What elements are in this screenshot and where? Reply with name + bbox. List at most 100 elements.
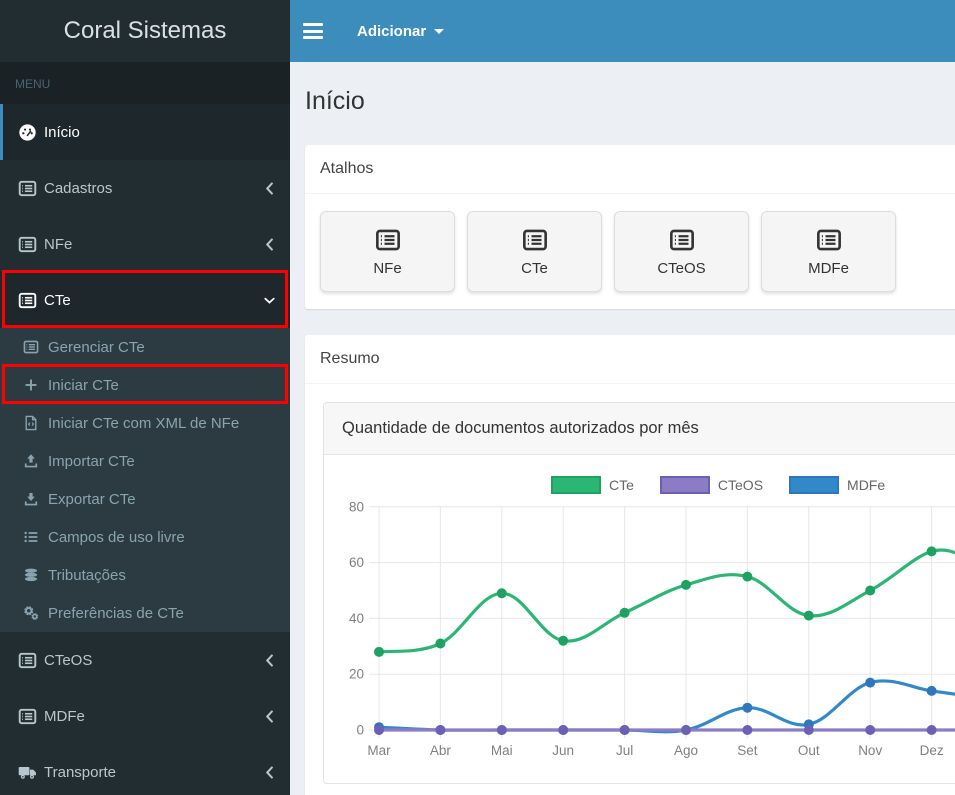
sidebar-item-iniciar-cte[interactable]: Iniciar CTe [0, 364, 290, 404]
angle-left-icon [264, 765, 275, 779]
sidebar-submenu-cte: Gerenciar CTe Iniciar CTe Iniciar CTe co… [0, 328, 290, 632]
svg-text:Jun: Jun [552, 743, 574, 758]
sidebar-menu: Início Cadastros NFe CTe Gerenci [0, 104, 290, 795]
list-alt-icon [816, 227, 842, 253]
sidebar-item-label: Cadastros [44, 179, 113, 197]
summary-panel-title: Resumo [305, 335, 955, 384]
sidebar-item-label: MDFe [44, 707, 85, 725]
sidebar-item-cadastros[interactable]: Cadastros [0, 160, 290, 216]
main-area: Adicionar Início Atalhos NFe CTe CTeOS [290, 0, 955, 795]
list-alt-icon [18, 179, 44, 198]
shortcut-button-mdfe[interactable]: MDFe [761, 211, 896, 292]
svg-text:Dez: Dez [920, 743, 944, 758]
legend-label: CTeOS [717, 477, 764, 493]
svg-text:0: 0 [356, 723, 364, 738]
list-alt-icon [18, 707, 44, 726]
sidebar-item-cteos[interactable]: CTeOS [0, 632, 290, 688]
line-series-cte [377, 548, 955, 654]
angle-left-icon [264, 653, 275, 667]
x-axis-labels: Mar Abr Mai Jun Jul Ago Set Out Nov Dez [367, 743, 943, 758]
adicionar-dropdown[interactable]: Adicionar [349, 0, 452, 62]
sidebar-item-nfe[interactable]: NFe [0, 216, 290, 272]
chart-card: Quantidade de documentos autorizados por… [323, 402, 955, 784]
list-alt-icon [18, 651, 44, 670]
shortcut-button-cteos[interactable]: CTeOS [614, 211, 749, 292]
shortcut-button-nfe[interactable]: NFe [320, 211, 455, 292]
list-ul-icon [23, 529, 48, 545]
sidebar: Coral Sistemas MENU Início Cadastros NFe… [0, 0, 290, 795]
chart-grid [369, 506, 955, 738]
list-alt-icon [669, 227, 695, 253]
sidebar-item-mdfe[interactable]: MDFe [0, 688, 290, 744]
gears-icon [23, 605, 48, 621]
legend-label: MDFe [847, 477, 886, 493]
list-alt-icon [23, 339, 48, 355]
shortcuts-panel-title: Atalhos [305, 145, 955, 194]
sidebar-item-label: NFe [44, 235, 73, 253]
sidebar-item-label: Iniciar CTe [48, 376, 119, 394]
legend-label: CTe [609, 477, 634, 493]
chart-title: Quantidade de documentos autorizados por… [324, 403, 955, 455]
sidebar-item-importar-cte[interactable]: Importar CTe [0, 442, 290, 480]
chart-legend: CTe CTeOS MDFe [551, 476, 911, 494]
sidebar-item-label: Transporte [44, 763, 116, 781]
sidebar-item-label: Campos de uso livre [48, 528, 185, 546]
legend-item-cte[interactable]: CTe [551, 476, 634, 494]
sidebar-item-transporte[interactable]: Transporte [0, 744, 290, 795]
svg-text:Out: Out [798, 743, 820, 758]
sidebar-item-iniciar-cte-com-xml-de-nfe[interactable]: Iniciar CTe com XML de NFe [0, 404, 290, 442]
shortcuts-panel: Atalhos NFe CTe CTeOS MDFe [305, 145, 955, 309]
list-alt-icon [18, 291, 44, 310]
shortcut-label: MDFe [808, 259, 849, 277]
download-icon [23, 491, 48, 507]
sidebar-item-campos-de-uso-livre[interactable]: Campos de uso livre [0, 518, 290, 556]
y-axis-labels: 0 20 40 60 80 [349, 499, 364, 737]
sidebar-item-cte[interactable]: CTe [0, 270, 290, 328]
legend-item-cteos[interactable]: CTeOS [659, 476, 764, 494]
sidebar-item-tributacoes[interactable]: Tributações [0, 556, 290, 594]
sidebar-item-label: Preferências de CTe [48, 604, 184, 622]
legend-item-mdfe[interactable]: MDFe [789, 476, 885, 494]
legend-swatch-mdfe [789, 476, 840, 494]
shortcuts-list: NFe CTe CTeOS MDFe [305, 194, 955, 309]
sidebar-menu-header: MENU [0, 62, 290, 104]
sidebar-item-label: CTeOS [44, 651, 93, 669]
sidebar-item-gerenciar-cte[interactable]: Gerenciar CTe [0, 328, 290, 366]
list-alt-icon [18, 235, 44, 254]
svg-text:Nov: Nov [858, 743, 882, 758]
database-icon [23, 567, 48, 583]
points-mdfe [374, 677, 937, 735]
adicionar-label: Adicionar [357, 22, 427, 40]
upload-icon [23, 453, 48, 469]
list-alt-icon [375, 227, 401, 253]
svg-text:Mar: Mar [367, 743, 391, 758]
sidebar-item-label: Exportar CTe [48, 490, 136, 508]
page-title: Início [305, 87, 365, 115]
sidebar-item-label: CTe [44, 291, 71, 309]
truck-icon [18, 763, 44, 782]
shortcut-label: CTeOS [657, 259, 706, 277]
sidebar-toggle-button[interactable] [290, 0, 336, 62]
sidebar-item-inicio[interactable]: Início [0, 104, 290, 160]
svg-text:80: 80 [349, 499, 364, 514]
sidebar-item-preferencias-de-cte[interactable]: Preferências de CTe [0, 594, 290, 632]
svg-text:Jul: Jul [616, 743, 633, 758]
points-cte [374, 546, 937, 657]
line-chart: 0 20 40 60 80 Mar Abr Mai Jun Jul Ago Set Out Nov Dez [349, 499, 955, 758]
sidebar-item-label: Iniciar CTe com XML de NFe [48, 414, 240, 432]
caret-down-icon [434, 28, 445, 34]
sidebar-item-exportar-cte[interactable]: Exportar CTe [0, 480, 290, 518]
sidebar-item-label: Importar CTe [48, 452, 135, 470]
svg-text:20: 20 [349, 667, 364, 682]
svg-text:Set: Set [737, 743, 758, 758]
legend-swatch-cte [551, 476, 601, 494]
content: Atalhos NFe CTe CTeOS MDFe Resumo [290, 118, 955, 795]
shortcut-label: NFe [373, 259, 402, 277]
sidebar-item-label: Início [44, 123, 80, 141]
hamburger-icon [303, 20, 323, 43]
svg-text:40: 40 [349, 611, 364, 626]
shortcut-button-cte[interactable]: CTe [467, 211, 602, 292]
content-header: Início [290, 62, 955, 118]
summary-panel-body: Quantidade de documentos autorizados por… [305, 384, 955, 795]
